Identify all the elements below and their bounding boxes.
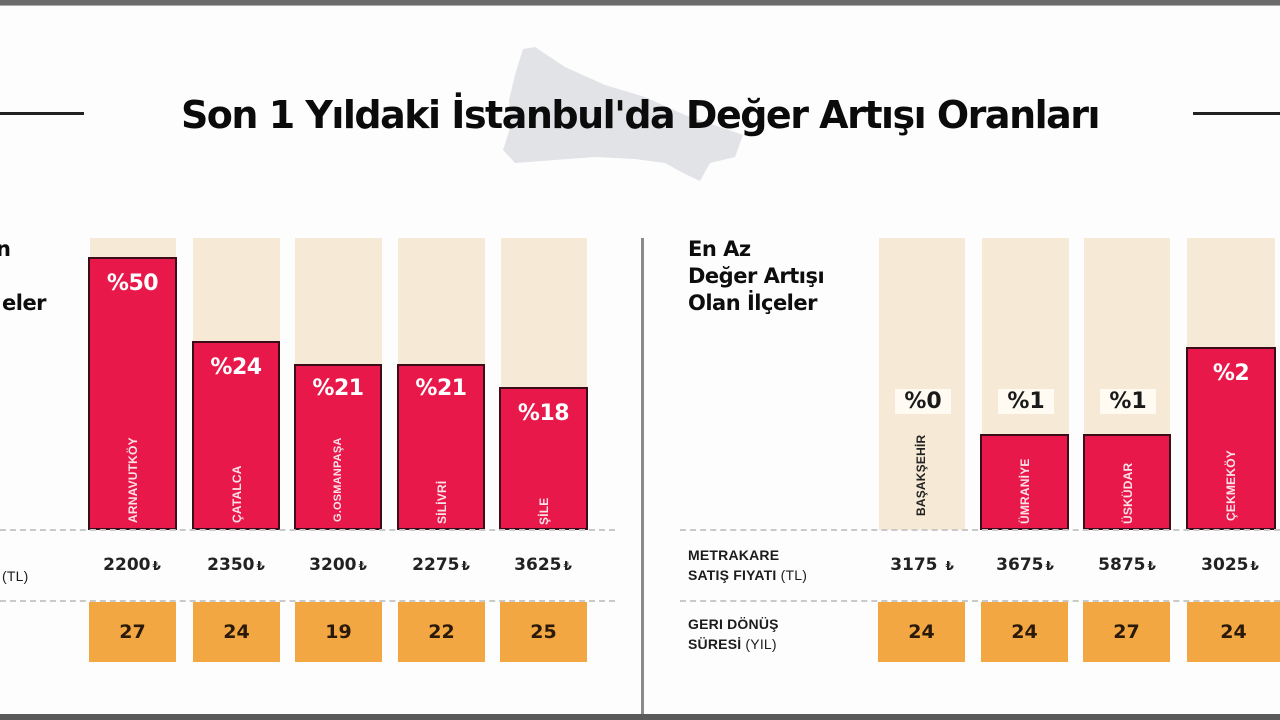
right-panel-heading: En Az Değer Artışı Olan İlçeler bbox=[688, 236, 825, 317]
bar-value-label-uskudar: %1 bbox=[1100, 389, 1156, 414]
years-gosmanpasa: 19 bbox=[295, 602, 382, 662]
bar-silivri: %21 SİLİVRİ bbox=[397, 364, 485, 530]
left-heading-line: n bbox=[0, 237, 11, 261]
district-label-basaksehir: BAŞAKŞEHİR bbox=[914, 434, 928, 516]
right-heading-line: En Az bbox=[688, 237, 751, 261]
price-cekmekoy: 3025 ₺ bbox=[1201, 555, 1259, 575]
years-sile: 25 bbox=[500, 602, 587, 662]
years-catalca: 24 bbox=[193, 602, 280, 662]
bar-value-label: %18 bbox=[517, 401, 570, 426]
district-label: ŞİLE bbox=[537, 497, 551, 525]
bar-value-label: %24 bbox=[210, 355, 262, 380]
istanbul-map-silhouette-icon bbox=[503, 47, 743, 181]
bar-sile: %18 ŞİLE bbox=[499, 387, 588, 530]
bar-value-label: %50 bbox=[106, 271, 159, 296]
bar-value-label-umraniye: %1 bbox=[998, 389, 1054, 414]
district-label: ÜMRANİYE bbox=[1018, 458, 1032, 524]
lira-icon: ₺ bbox=[1250, 559, 1259, 573]
lira-icon: ₺ bbox=[152, 559, 161, 573]
price-row-label-right: METRAKARE SATIŞ FIYATI (TL) bbox=[688, 547, 808, 583]
district-label: ÇATALCA bbox=[230, 465, 244, 523]
price-catalca: 2350 ₺ bbox=[207, 555, 265, 575]
years-silivri: 22 bbox=[398, 602, 485, 662]
lira-icon: ₺ bbox=[358, 559, 367, 573]
top-border bbox=[0, 0, 1280, 6]
lira-icon: ₺ bbox=[1147, 559, 1156, 573]
bar-gosmanpasa: %21 G.OSMANPAŞA bbox=[294, 364, 382, 530]
lira-icon: ₺ bbox=[945, 559, 954, 573]
years-umraniye: 24 bbox=[981, 602, 1068, 662]
bar-value-label: %21 bbox=[312, 376, 364, 401]
bar-value-label-basaksehir: %0 bbox=[895, 389, 951, 414]
baseline-divider-right bbox=[680, 529, 1280, 531]
row-divider-left bbox=[0, 600, 615, 602]
price-arnavutkoy: 2200 ₺ bbox=[103, 555, 161, 575]
chart-title: Son 1 Yıldaki İstanbul'da Değer Artışı O… bbox=[180, 93, 1101, 137]
lira-icon: ₺ bbox=[461, 559, 470, 573]
right-heading-line: Değer Artışı bbox=[688, 264, 825, 288]
left-panel-heading: n rtışı eler bbox=[0, 236, 76, 317]
column-bg-basaksehir bbox=[879, 238, 965, 530]
left-heading-line: eler bbox=[2, 291, 47, 315]
years-arnavutkoy: 27 bbox=[89, 602, 176, 662]
district-label: SİLİVRİ bbox=[435, 480, 449, 524]
row-divider-right bbox=[680, 600, 1280, 602]
years-uskudar: 27 bbox=[1083, 602, 1170, 662]
years-row-label-right: GERI DÖNÜŞ SÜRESİ (YIL) bbox=[688, 616, 779, 652]
bar-uskudar: ÜSKÜDAR bbox=[1083, 434, 1171, 530]
title-rule-right bbox=[1193, 112, 1280, 115]
bar-umraniye: ÜMRANİYE bbox=[980, 434, 1069, 530]
years-basaksehir: 24 bbox=[878, 602, 965, 662]
bar-catalca: %24 ÇATALCA bbox=[192, 341, 280, 530]
bottom-border bbox=[0, 714, 1280, 720]
district-label: ÇEKMEKÖY bbox=[1224, 450, 1238, 521]
price-gosmanpasa: 3200 ₺ bbox=[309, 555, 367, 575]
years-cekmekoy: 24 bbox=[1187, 602, 1280, 662]
right-heading-line: Olan İlçeler bbox=[688, 291, 817, 315]
bar-value-label: %2 bbox=[1212, 361, 1250, 386]
price-row-label-left: (TL) bbox=[2, 568, 29, 584]
price-basaksehir: 3175 ₺ bbox=[890, 555, 954, 575]
title-rule-left bbox=[0, 112, 84, 115]
district-label: ARNAVUTKÖY bbox=[126, 437, 140, 523]
price-silivri: 2275 ₺ bbox=[412, 555, 470, 575]
bar-cekmekoy: %2 ÇEKMEKÖY bbox=[1186, 347, 1276, 530]
bar-value-label: %21 bbox=[415, 376, 467, 401]
district-label: ÜSKÜDAR bbox=[1121, 462, 1135, 524]
lira-icon: ₺ bbox=[256, 559, 265, 573]
lira-icon: ₺ bbox=[1045, 559, 1054, 573]
price-umraniye: 3675 ₺ bbox=[996, 555, 1054, 575]
lira-icon: ₺ bbox=[563, 559, 572, 573]
price-uskudar: 5875 ₺ bbox=[1098, 555, 1156, 575]
baseline-divider-left bbox=[0, 529, 615, 531]
bar-arnavutkoy: %50 ARNAVUTKÖY bbox=[88, 257, 177, 530]
panel-divider bbox=[641, 238, 644, 716]
price-sile: 3625 ₺ bbox=[514, 555, 572, 575]
district-label: G.OSMANPAŞA bbox=[332, 437, 344, 522]
left-heading-line: rtışı bbox=[0, 263, 76, 290]
